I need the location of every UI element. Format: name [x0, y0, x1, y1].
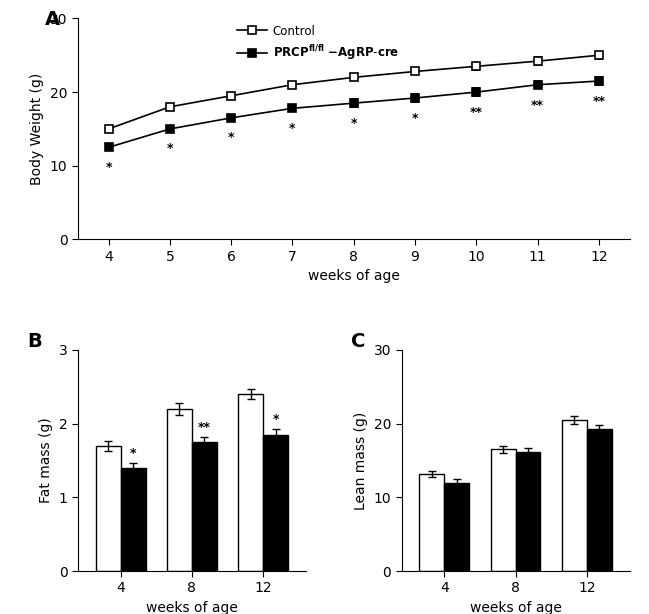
Text: *: *	[167, 142, 173, 155]
Bar	[238, 394, 263, 571]
Text: *: *	[350, 117, 357, 130]
Bar	[562, 420, 587, 571]
Bar	[515, 452, 541, 571]
Text: *: *	[273, 413, 279, 426]
Bar	[167, 409, 192, 571]
Text: *: *	[228, 131, 234, 144]
Y-axis label: Body Weight (g): Body Weight (g)	[31, 73, 44, 185]
Bar	[95, 446, 121, 571]
Bar	[491, 449, 515, 571]
Text: **: **	[531, 99, 544, 112]
Y-axis label: Lean mass (g): Lean mass (g)	[354, 411, 368, 510]
Text: **: **	[198, 421, 211, 434]
Text: **: **	[593, 95, 606, 108]
X-axis label: weeks of age: weeks of age	[470, 601, 561, 614]
Text: C: C	[351, 332, 366, 351]
Bar	[445, 483, 469, 571]
Bar	[263, 435, 288, 571]
Bar	[587, 429, 612, 571]
Text: *: *	[130, 447, 136, 460]
Text: A: A	[45, 10, 60, 29]
Text: *: *	[411, 112, 418, 125]
Bar	[121, 468, 145, 571]
Text: *: *	[289, 122, 296, 134]
Text: *: *	[105, 161, 112, 174]
Y-axis label: Fat mass (g): Fat mass (g)	[39, 418, 53, 503]
Bar	[419, 474, 445, 571]
X-axis label: weeks of age: weeks of age	[308, 270, 400, 284]
X-axis label: weeks of age: weeks of age	[146, 601, 238, 614]
Legend: Control, $\mathbf{PRCP}^{\mathbf{fl/fl}}$ $\mathbf{-AgRP}$-$\mathbf{cre}$: Control, $\mathbf{PRCP}^{\mathbf{fl/fl}}…	[233, 20, 404, 67]
Text: **: **	[470, 106, 483, 119]
Bar	[192, 442, 217, 571]
Text: B: B	[28, 332, 42, 351]
